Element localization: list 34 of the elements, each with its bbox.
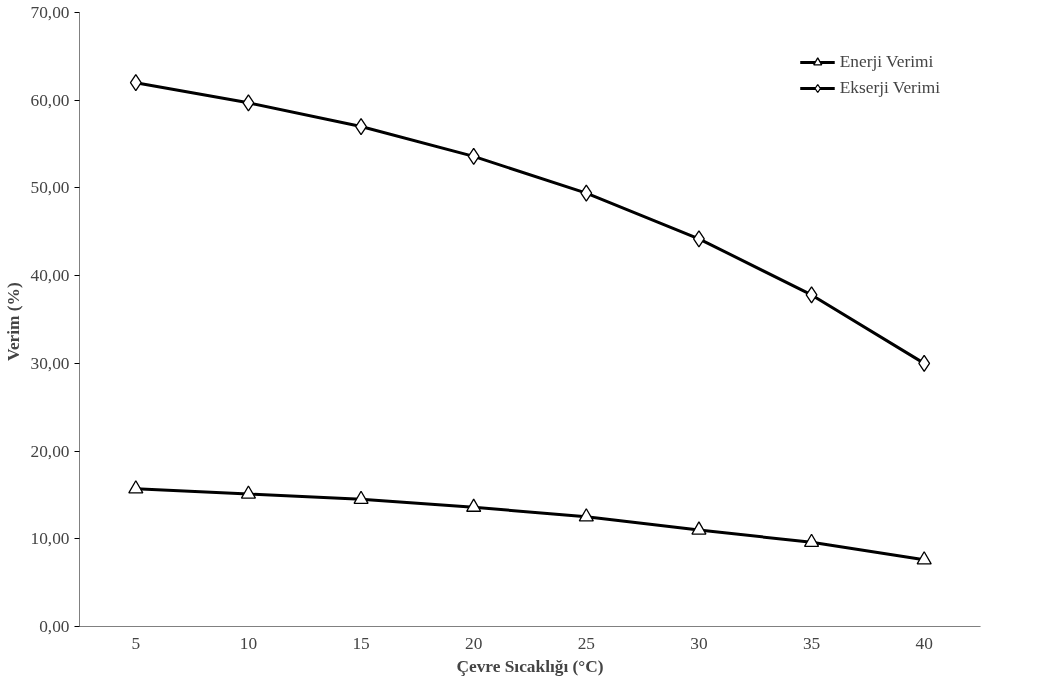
point <box>466 498 482 512</box>
y-tick-label: 60,00 <box>30 90 70 110</box>
x-tick-label: 10 <box>239 633 258 653</box>
point <box>691 521 707 535</box>
x-tick-label: 35 <box>802 633 821 653</box>
x-tick-label: 40 <box>915 633 933 653</box>
legend-label: Enerji Verimi <box>839 52 934 72</box>
x-tick-label: 30 <box>690 633 708 653</box>
point <box>692 230 705 248</box>
point <box>242 94 255 112</box>
point <box>467 147 480 165</box>
x-tick-label: 5 <box>131 633 141 653</box>
point <box>240 485 257 499</box>
y-tick-label: 20,00 <box>30 441 70 461</box>
point <box>805 286 818 304</box>
x-axis-title: Çevre Sıcaklığı (°C) <box>456 656 604 676</box>
point <box>353 490 369 505</box>
point <box>803 533 820 547</box>
y-tick-label: 50,00 <box>30 178 70 198</box>
y-tick-label: 0,00 <box>39 617 70 636</box>
point <box>129 74 142 92</box>
point <box>578 508 594 522</box>
x-tick-label: 25 <box>577 633 595 653</box>
point <box>128 480 144 494</box>
legend-label: Ekserji Verimi <box>839 78 940 98</box>
y-axis-title: Verim (%) <box>3 282 23 362</box>
point <box>916 551 932 565</box>
y-tick-label: 10,00 <box>30 529 70 549</box>
y-tick-label: 30,00 <box>30 353 70 373</box>
point <box>580 184 593 202</box>
y-tick-label: 40,00 <box>30 266 70 286</box>
x-tick-label: 20 <box>465 633 483 653</box>
x-tick-label: 15 <box>352 633 370 653</box>
y-tick-label: 70,00 <box>30 3 70 22</box>
